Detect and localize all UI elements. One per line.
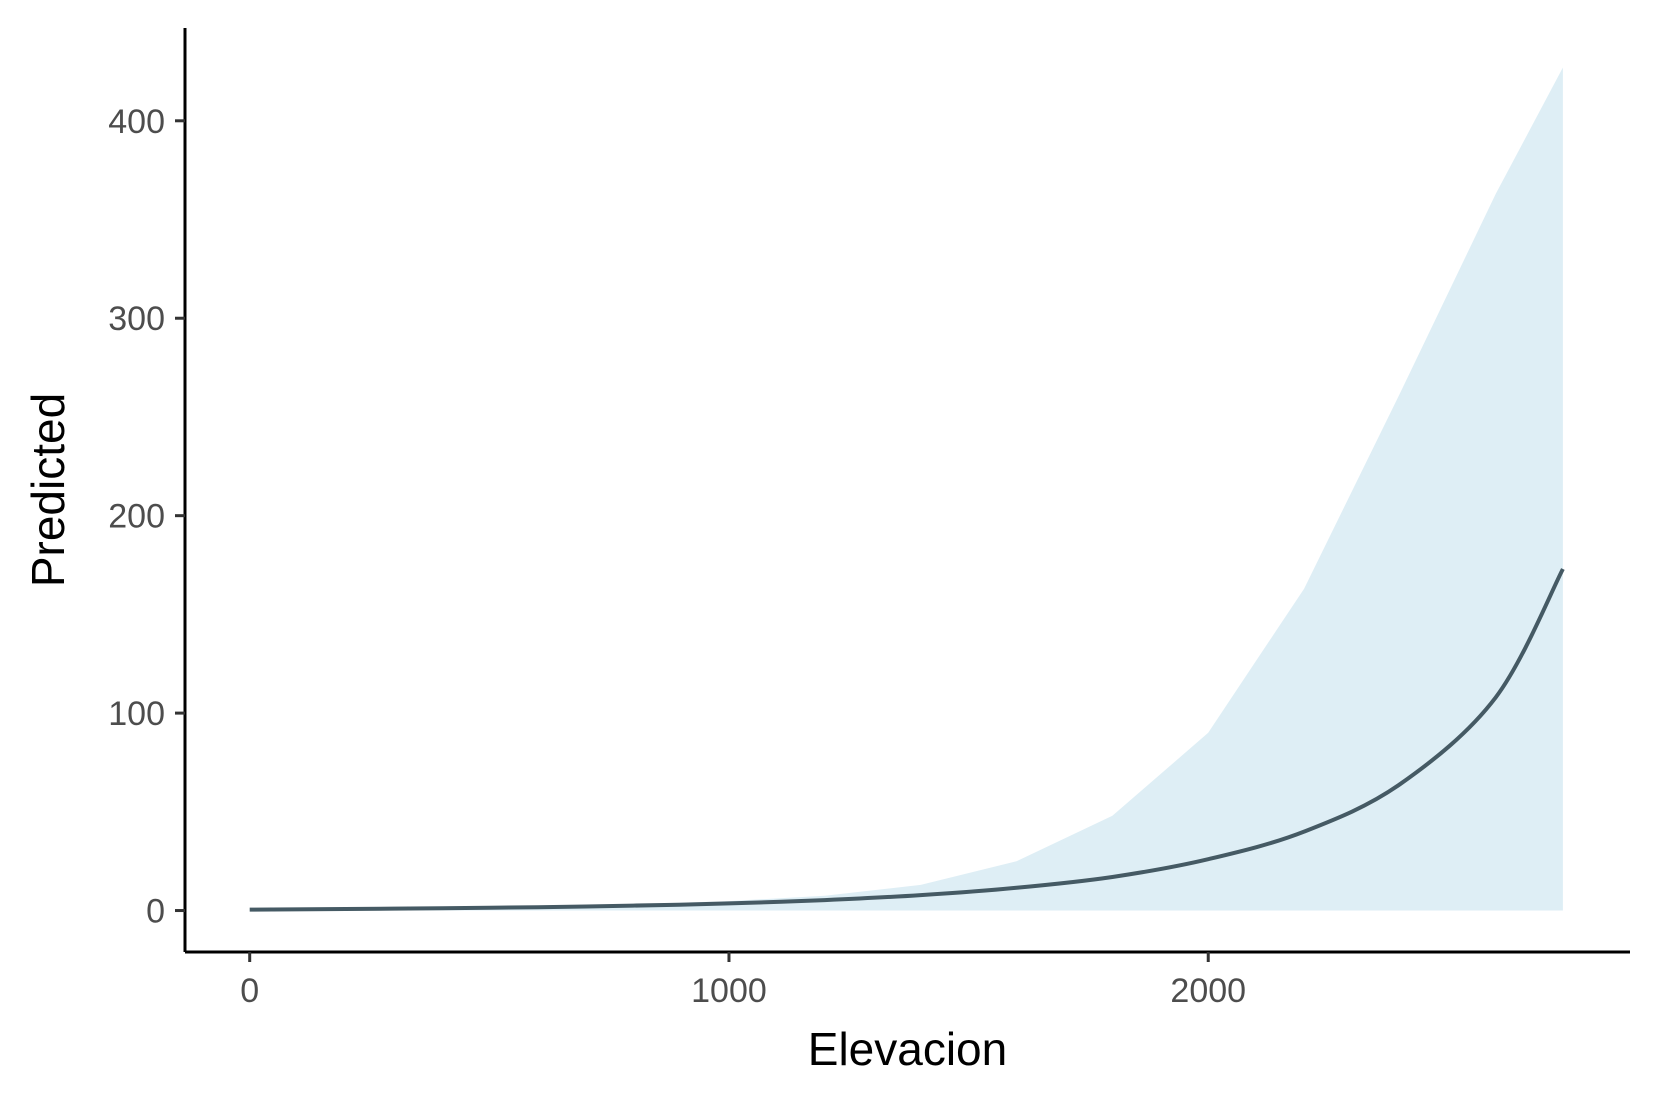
x-axis-title: Elevacion [808,1023,1007,1075]
y-tick-label: 400 [108,103,165,141]
y-axis-ticks: 0 100 200 300 400 [108,103,185,931]
y-tick-label: 300 [108,300,165,338]
predicted-line [249,568,1565,912]
x-tick-label: 1000 [691,972,767,1010]
confidence-band [249,67,1563,911]
x-tick-label: 0 [240,972,259,1010]
y-tick-label: 200 [108,498,165,536]
x-tick-label: 2000 [1170,972,1246,1010]
y-axis-title: Predicted [22,393,74,587]
y-tick-label: 100 [108,695,165,733]
x-axis-ticks: 0 1000 2000 [240,952,1246,1010]
y-tick-label: 0 [146,893,165,931]
plot-area [249,67,1565,912]
